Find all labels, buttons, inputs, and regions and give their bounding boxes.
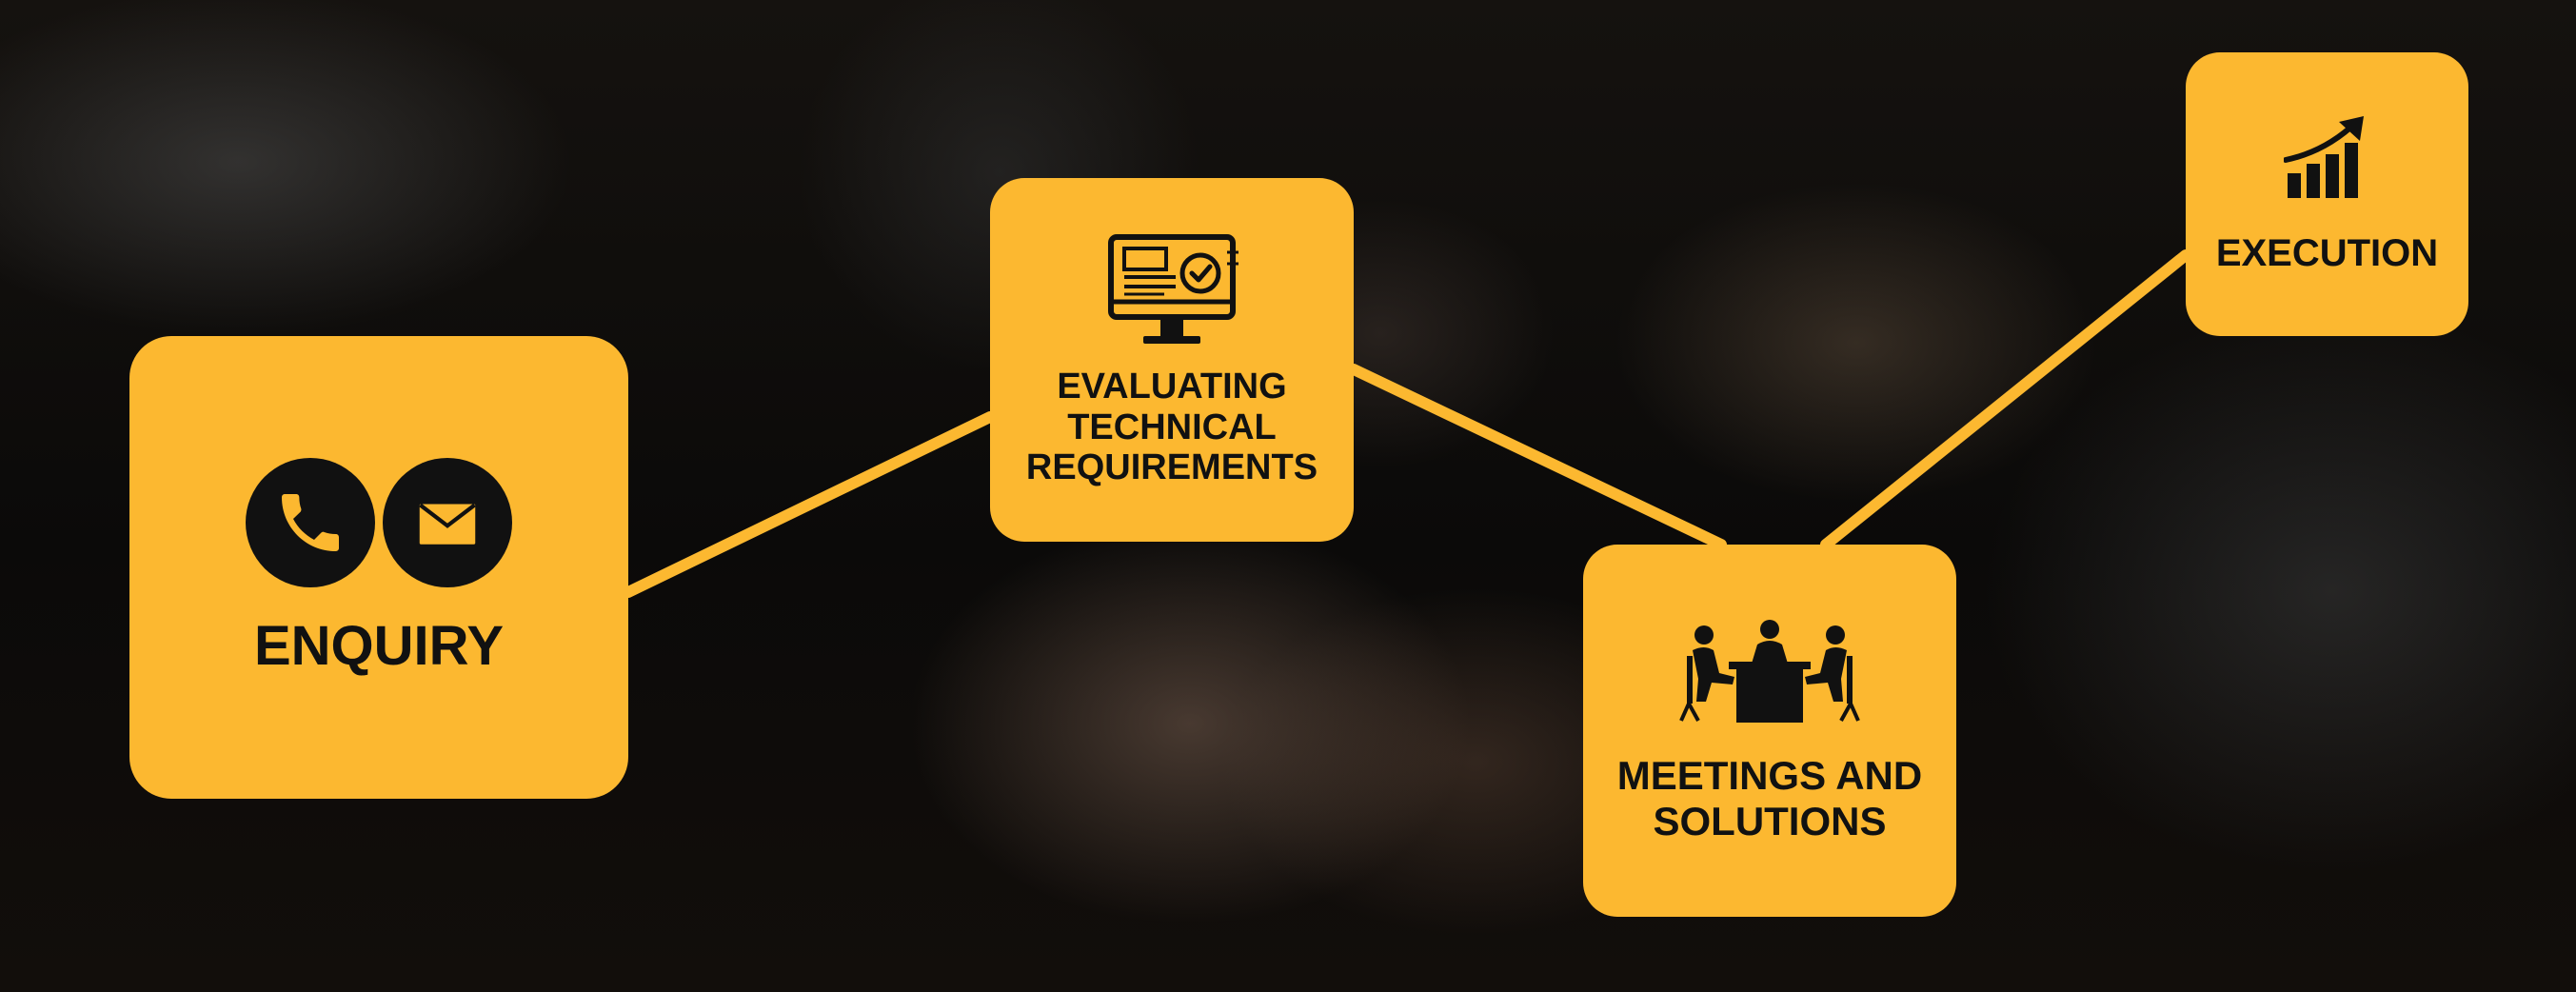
connector-meetings-execution	[1820, 249, 2191, 550]
connector-enquiry-evaluating	[623, 411, 996, 598]
monitor-checkmark-icon	[1108, 234, 1238, 345]
meeting-table-icon	[1679, 620, 1860, 724]
connector-evaluating-meetings	[1348, 364, 1727, 550]
envelope-icon	[383, 457, 512, 587]
phone-icon	[246, 457, 375, 587]
meetings-label: MEETINGS AND SOLUTIONS	[1616, 753, 1923, 843]
execution-label: EXECUTION	[2215, 231, 2439, 274]
enquiry-box: ENQUIRY	[129, 336, 628, 799]
growth-chart-icon	[2283, 115, 2364, 198]
evaluating-box: EVALUATING TECHNICAL REQUIREMENTS	[990, 178, 1354, 542]
evaluating-label: EVALUATING TECHNICAL REQUIREMENTS	[1025, 367, 1318, 488]
enquiry-label: ENQUIRY	[253, 614, 505, 677]
execution-box: EXECUTION	[2186, 52, 2468, 336]
meetings-box: MEETINGS AND SOLUTIONS	[1583, 545, 1956, 917]
enquiry-icons	[246, 457, 512, 587]
